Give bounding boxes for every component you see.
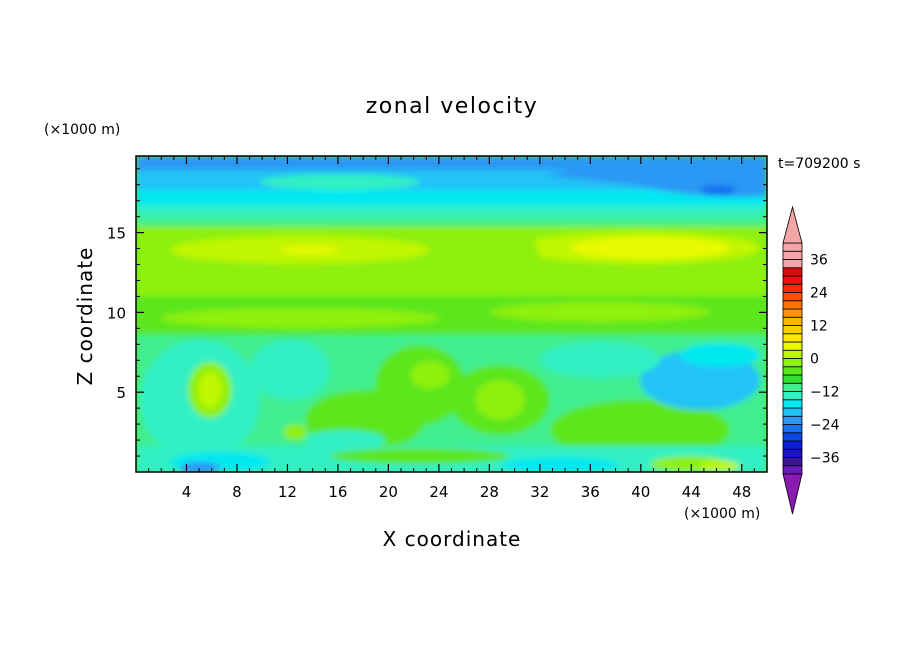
colorbar-swatch [782, 259, 803, 269]
colorbar-swatch [782, 300, 803, 310]
x-tick-label: 40 [631, 483, 650, 501]
colorbar-swatch [782, 267, 803, 277]
colorbar-tick-label: 24 [810, 286, 828, 302]
x-unit-label: (×1000 m) [684, 506, 760, 522]
x-tick-label: 12 [278, 483, 297, 501]
time-label: t=709200 s [778, 156, 860, 172]
colorbar-swatch [782, 341, 803, 351]
colorbar-tick-label: −12 [810, 385, 840, 401]
colorbar-swatch [782, 250, 803, 260]
colorbar: −36 −24 −12 0 12 24 36 [782, 205, 840, 515]
colorbar-swatch [782, 424, 803, 434]
colorbar-swatch [782, 292, 803, 302]
x-tick-label: 32 [530, 483, 549, 501]
colorbar-swatch [782, 465, 803, 475]
colorbar-tick-label: −36 [810, 451, 840, 467]
colorbar-swatch [782, 308, 803, 318]
colorbar-swatch [782, 325, 803, 335]
x-tick-label: 4 [182, 483, 192, 501]
colorbar-swatch [782, 457, 803, 467]
x-tick-label: 16 [328, 483, 347, 501]
colorbar-swatch [782, 391, 803, 401]
colorbar-tick-label: 12 [810, 319, 828, 335]
x-axis-label: X coordinate [383, 527, 522, 551]
y-axis-label: Z coordinate [73, 247, 97, 386]
colorbar-swatch [782, 358, 803, 368]
colorbar-min-arrow [782, 473, 803, 515]
y-tick-label: 10 [107, 304, 126, 322]
colorbar-tick-label: 36 [810, 253, 828, 269]
colorbar-swatch [782, 432, 803, 442]
chart-title: zonal velocity [366, 94, 539, 119]
x-tick-label: 8 [232, 483, 242, 501]
x-tick-label: 44 [682, 483, 701, 501]
x-tick-label: 24 [429, 483, 448, 501]
colorbar-swatch [782, 283, 803, 293]
y-unit-label: (×1000 m) [44, 122, 120, 138]
colorbar-swatch [782, 316, 803, 326]
colorbar-swatch [782, 366, 803, 376]
colorbar-swatch [782, 382, 803, 392]
y-tick-label: 5 [116, 384, 126, 402]
colorbar-swatch [782, 448, 803, 458]
x-tick-label: 20 [379, 483, 398, 501]
colorbar-max-arrow [782, 205, 803, 244]
colorbar-tick-label: 0 [810, 352, 819, 368]
x-tick-label: 48 [732, 483, 751, 501]
colorbar-swatch [782, 349, 803, 359]
x-tick-label: 28 [480, 483, 499, 501]
x-axis-ticks: 4 8 12 16 20 24 28 32 36 40 44 48 [148, 156, 755, 501]
colorbar-tick-label: −24 [810, 418, 840, 434]
colorbar-swatch [782, 374, 803, 384]
y-axis-ticks: 5 10 15 [107, 168, 767, 457]
contour-field [136, 156, 767, 472]
colorbar-swatch [782, 333, 803, 343]
colorbar-swatch [782, 407, 803, 417]
colorbar-swatch [782, 415, 803, 425]
colorbar-swatch [782, 242, 803, 252]
x-tick-label: 36 [581, 483, 600, 501]
colorbar-swatch [782, 399, 803, 409]
colorbar-swatch [782, 440, 803, 450]
colorbar-swatch [782, 275, 803, 285]
y-tick-label: 15 [107, 225, 126, 243]
